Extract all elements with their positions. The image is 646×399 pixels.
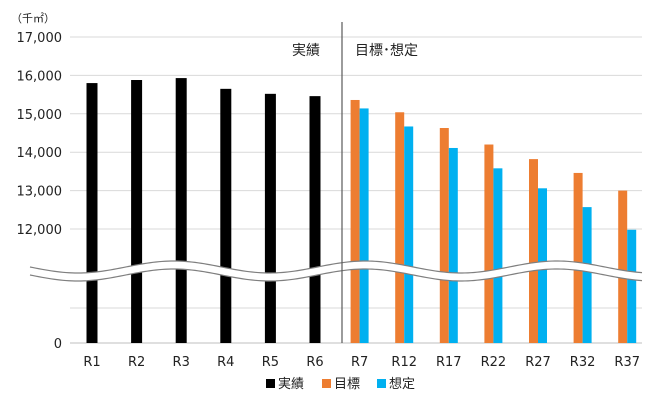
break-line-upper: [29, 260, 643, 274]
section-label-target: 目標･想定: [355, 43, 418, 59]
x-tick-label: R27: [525, 355, 551, 370]
bar-forecast: [582, 207, 592, 343]
bar-target: [350, 99, 360, 343]
bar-actual: [175, 78, 187, 343]
x-tick-label: R2: [128, 355, 145, 370]
bar-forecast: [493, 168, 503, 343]
y-tick-label: 12,000: [17, 223, 63, 238]
bar-target: [573, 172, 583, 343]
y-tick-label-zero: 0: [54, 337, 62, 352]
x-tick-label: R17: [436, 355, 462, 370]
legend-label-forecast: 想定: [389, 376, 415, 392]
break-line-lower: [29, 268, 643, 282]
x-tick-label: R32: [570, 355, 596, 370]
bar-target: [529, 159, 538, 343]
bar-target: [395, 112, 405, 343]
unit-label: （千㎡）: [11, 12, 55, 25]
legend-swatch-actual: [266, 379, 275, 388]
bar-actual: [309, 96, 321, 343]
section-label-actual: 実績: [292, 43, 320, 59]
legend-swatch-target: [322, 379, 331, 388]
bar-target: [439, 128, 449, 343]
bar-actual: [264, 93, 276, 343]
bar-target: [484, 144, 494, 343]
x-tick-label: R3: [173, 355, 190, 370]
x-tick-label: R7: [351, 355, 368, 370]
bar-actual: [220, 88, 232, 343]
bar-forecast: [627, 229, 637, 343]
x-tick-label: R5: [262, 355, 279, 370]
y-tick-label: 16,000: [17, 69, 63, 84]
bar-forecast: [448, 147, 458, 343]
x-tick-label: R4: [217, 355, 234, 370]
x-tick-label: R22: [481, 355, 507, 370]
bar-actual: [131, 80, 143, 344]
bar-forecast: [404, 126, 414, 343]
bar-forecast: [359, 108, 369, 343]
y-tick-label: 15,000: [17, 108, 63, 123]
bar-actual: [86, 83, 98, 343]
legend-label-target: 目標: [334, 377, 360, 392]
y-tick-label: 17,000: [17, 31, 63, 46]
bar-target: [618, 190, 628, 343]
axis-break: [29, 260, 643, 282]
x-axis-ticks: R1 R2 R3 R4 R5 R6 R7 R12 R17 R22 R27 R32 R37: [83, 355, 640, 370]
bar-layer: [86, 78, 637, 344]
y-tick-label: 14,000: [17, 146, 63, 161]
legend-label-actual: 実績: [278, 376, 304, 392]
legend-swatch-forecast: [377, 379, 386, 388]
y-tick-label: 13,000: [17, 185, 63, 200]
x-tick-label: R6: [306, 355, 323, 370]
x-tick-label: R12: [391, 355, 417, 370]
x-tick-label: R1: [83, 355, 100, 370]
x-tick-label: R37: [614, 355, 640, 370]
legend: 実績 目標 想定: [266, 376, 415, 392]
y-axis-ticks: 17,000 16,000 15,000 14,000 13,000 12,000 0: [17, 31, 63, 352]
